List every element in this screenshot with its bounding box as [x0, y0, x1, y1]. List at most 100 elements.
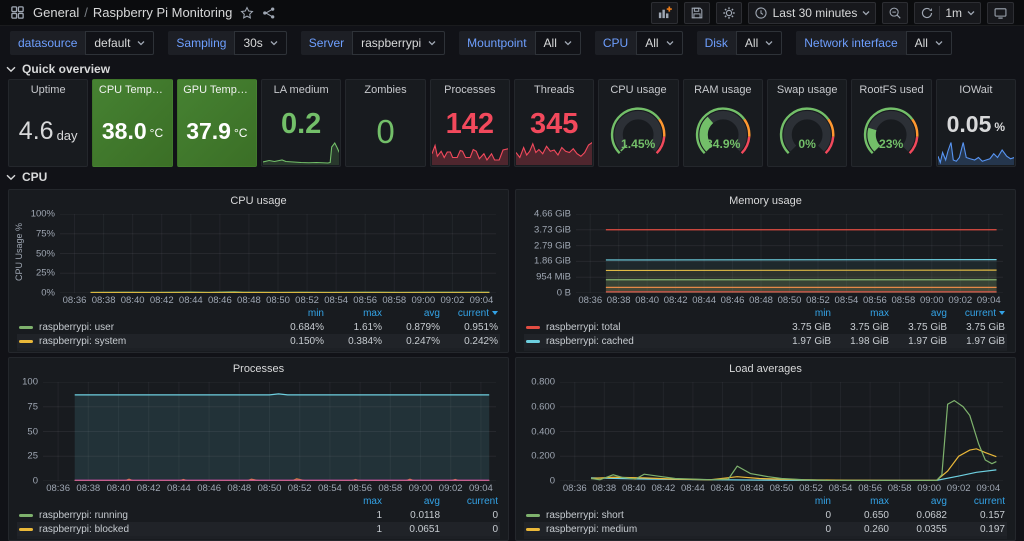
- legend-series-color: [526, 514, 540, 517]
- stat-unit: %: [994, 120, 1005, 134]
- legend-column-max[interactable]: max: [831, 308, 889, 319]
- svg-text:34.9%: 34.9%: [706, 137, 741, 151]
- stat-panel-title[interactable]: Processes: [440, 80, 499, 96]
- legend-column-max[interactable]: max: [324, 308, 382, 319]
- plot-area: [560, 382, 1003, 481]
- legend-column-min[interactable]: min: [266, 308, 324, 319]
- breadcrumb-section[interactable]: General: [33, 5, 79, 20]
- variable-dropdown-disk[interactable]: All: [736, 31, 782, 55]
- stat-panel-title[interactable]: GPU Temperat...: [179, 80, 254, 96]
- stat-panel-title[interactable]: Zombies: [360, 80, 410, 96]
- chevron-down-icon: [967, 10, 975, 16]
- kiosk-mode-button[interactable]: [987, 2, 1014, 24]
- x-tick: 09:04: [469, 483, 493, 494]
- legend-series-raspberrypi-running[interactable]: raspberrypi: running: [19, 510, 324, 521]
- legend-series-raspberrypi-total[interactable]: raspberrypi: total: [526, 322, 773, 333]
- page-title: Raspberry Pi Monitoring: [93, 5, 232, 20]
- legend-series-raspberrypi-short[interactable]: raspberrypi: short: [526, 510, 773, 521]
- section-header-cpu[interactable]: CPU: [0, 167, 1024, 187]
- legend-column-current[interactable]: current: [440, 308, 498, 319]
- legend-series-color: [19, 514, 33, 517]
- panel-title[interactable]: Processes: [9, 358, 508, 377]
- svg-text:0%: 0%: [798, 137, 816, 151]
- legend-column-avg[interactable]: avg: [889, 496, 947, 507]
- time-range-label: Last 30 minutes: [773, 6, 858, 20]
- legend-series-raspberrypi-system[interactable]: raspberrypi: system: [19, 336, 266, 347]
- legend-value: 0.247%: [382, 336, 440, 347]
- section-header-quick-overview[interactable]: Quick overview: [0, 59, 1024, 79]
- gauge: 23%: [852, 102, 930, 160]
- legend-column-avg[interactable]: avg: [889, 308, 947, 319]
- save-dashboard-button[interactable]: [684, 2, 710, 24]
- legend-series-color: [19, 340, 33, 343]
- legend-column-min[interactable]: min: [773, 308, 831, 319]
- stat-panel-title[interactable]: Uptime: [27, 80, 70, 96]
- variable-dropdown-server[interactable]: raspberrypi: [352, 31, 445, 55]
- zoom-out-icon: [888, 6, 902, 20]
- stat-panel-title[interactable]: CPU Temperat...: [95, 80, 170, 96]
- legend-value: 0.384%: [324, 336, 382, 347]
- legend-column-min[interactable]: min: [773, 496, 831, 507]
- x-tick: 09:00: [411, 295, 435, 306]
- y-tick: 0.400: [531, 426, 555, 437]
- legend-value: 0: [773, 524, 831, 535]
- variable-dropdown-datasource[interactable]: default: [85, 31, 154, 55]
- plot-area: [60, 214, 496, 293]
- star-icon[interactable]: [240, 6, 254, 20]
- legend-value: 1.98 GiB: [831, 336, 889, 347]
- variable-dropdown-network-interface[interactable]: All: [906, 31, 952, 55]
- legend-series-raspberrypi-user[interactable]: raspberrypi: user: [19, 322, 266, 333]
- legend-column-current[interactable]: current: [440, 496, 498, 507]
- add-panel-button[interactable]: [651, 2, 678, 24]
- stat-panel-title[interactable]: RAM usage: [690, 80, 755, 96]
- refresh-picker[interactable]: 1m: [914, 2, 981, 24]
- dashboard-settings-button[interactable]: [716, 2, 742, 24]
- legend-series-raspberrypi-medium[interactable]: raspberrypi: medium: [526, 524, 773, 535]
- y-tick: 4.66 GiB: [534, 209, 571, 220]
- panel-title[interactable]: Load averages: [516, 358, 1015, 377]
- dashboards-grid-icon[interactable]: [10, 5, 25, 20]
- legend-column-current[interactable]: current: [947, 308, 1005, 319]
- y-tick: 0: [33, 476, 38, 487]
- share-icon[interactable]: [262, 6, 276, 20]
- legend-column-avg[interactable]: avg: [382, 308, 440, 319]
- stat-panel-rootfs-used: RootFS used 23%: [851, 79, 931, 167]
- legend-series-color: [19, 528, 33, 531]
- stat-value-area: 0.05%: [937, 96, 1015, 166]
- legend-value: 0.684%: [266, 322, 324, 333]
- stat-panel-title[interactable]: Swap usage: [773, 80, 842, 96]
- stat-panel-title[interactable]: CPU usage: [606, 80, 670, 96]
- stat-value: 4.6: [19, 119, 54, 144]
- time-range-picker[interactable]: Last 30 minutes: [748, 2, 877, 24]
- zoom-out-time-button[interactable]: [882, 2, 908, 24]
- stat-panel-title[interactable]: IOWait: [955, 80, 996, 96]
- legend-series-raspberrypi-blocked[interactable]: raspberrypi: blocked: [19, 524, 324, 535]
- legend-column-max[interactable]: max: [831, 496, 889, 507]
- x-tick: 08:58: [382, 295, 406, 306]
- stat-panel-title[interactable]: RootFS used: [855, 80, 927, 96]
- legend-value: 1.97 GiB: [889, 336, 947, 347]
- legend-series-raspberrypi-cached[interactable]: raspberrypi: cached: [526, 336, 773, 347]
- legend-value: 1.97 GiB: [773, 336, 831, 347]
- variable-dropdown-mountpoint[interactable]: All: [535, 31, 581, 55]
- variable-dropdown-sampling[interactable]: 30s: [234, 31, 286, 55]
- variable-dropdown-cpu[interactable]: All: [636, 31, 682, 55]
- panel-title[interactable]: CPU usage: [9, 190, 508, 209]
- panel-title[interactable]: Memory usage: [516, 190, 1015, 209]
- y-tick: 100: [22, 377, 38, 388]
- y-tick: 25: [27, 451, 38, 462]
- stat-panel-title[interactable]: LA medium: [270, 80, 333, 96]
- legend-column-avg[interactable]: avg: [382, 496, 440, 507]
- legend-column-current[interactable]: current: [947, 496, 1005, 507]
- x-tick: 08:42: [150, 295, 174, 306]
- chevron-down-icon: [666, 40, 674, 46]
- legend-column-max[interactable]: max: [324, 496, 382, 507]
- stat-panel-title[interactable]: Threads: [530, 80, 578, 96]
